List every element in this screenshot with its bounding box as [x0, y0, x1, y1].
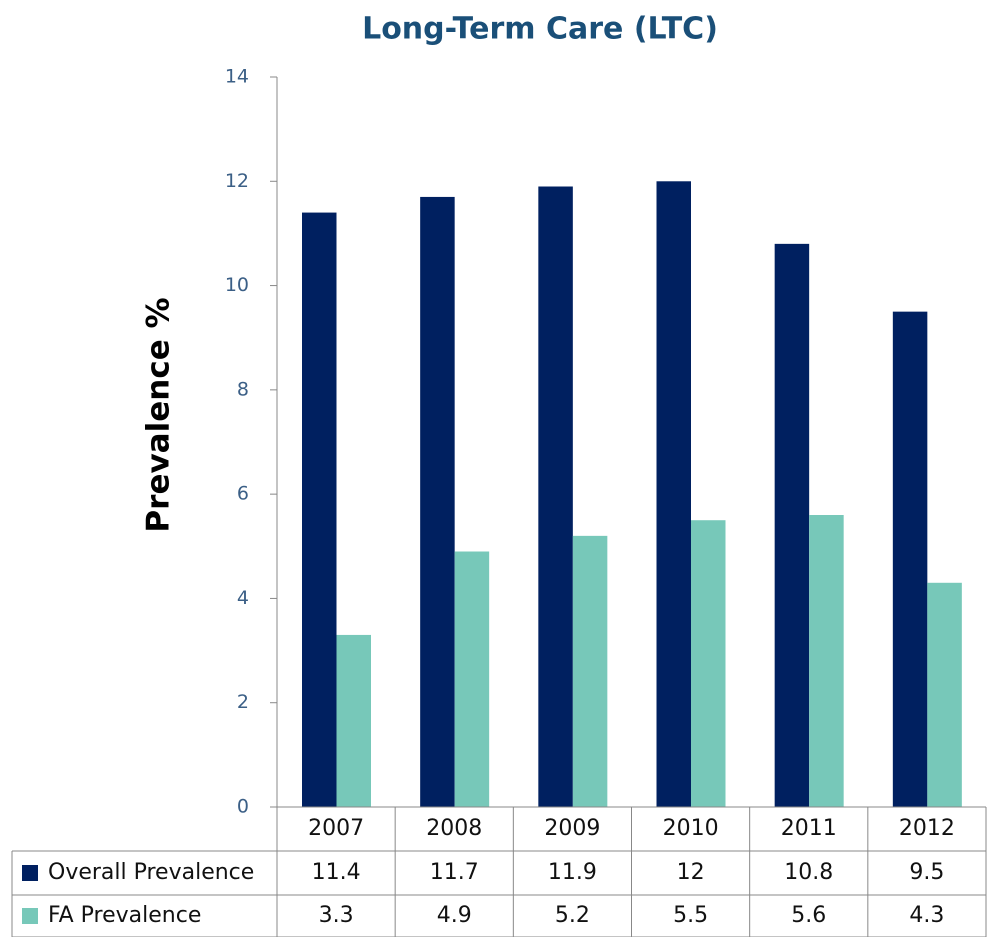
- table-value: 11.7: [430, 860, 479, 885]
- table-value: 4.3: [909, 903, 944, 928]
- x-tick-label: 2009: [544, 816, 600, 841]
- x-tick-label: 2011: [781, 816, 837, 841]
- legend-swatch: [22, 908, 38, 924]
- table-value: 11.9: [548, 860, 597, 885]
- table-value: 5.5: [673, 903, 708, 928]
- bar: [420, 196, 455, 807]
- legend-label: Overall Prevalence: [48, 860, 254, 885]
- x-tick-label: 2008: [426, 816, 482, 841]
- bar: [336, 634, 371, 807]
- legend-swatch: [22, 865, 38, 881]
- table-value: 12: [677, 860, 705, 885]
- bar: [454, 551, 490, 807]
- chart-title: Long-Term Care (LTC): [362, 12, 718, 47]
- y-tick-label: 14: [225, 66, 249, 88]
- table-value: 10.8: [784, 860, 833, 885]
- bar: [538, 186, 573, 807]
- bar: [572, 535, 608, 807]
- bar: [656, 181, 691, 808]
- table-value: 11.4: [312, 860, 361, 885]
- bar: [774, 243, 810, 807]
- bar: [809, 515, 844, 807]
- table-value: 5.2: [555, 903, 590, 928]
- x-tick-label: 2007: [308, 816, 364, 841]
- bar: [691, 520, 726, 807]
- y-tick-label: 6: [237, 483, 249, 505]
- y-tick-label: 2: [237, 691, 249, 713]
- y-tick-label: 12: [225, 170, 249, 192]
- bar: [302, 212, 337, 808]
- table-value: 3.3: [319, 903, 354, 928]
- y-tick-label: 4: [237, 587, 249, 609]
- bar: [927, 582, 962, 807]
- y-tick-label: 10: [225, 274, 249, 296]
- table-value: 4.9: [437, 903, 472, 928]
- bar: [892, 311, 928, 807]
- legend-label: FA Prevalence: [48, 903, 201, 928]
- x-tick-label: 2012: [899, 816, 955, 841]
- y-axis-label: Prevalence %: [141, 297, 177, 532]
- table-value: 5.6: [791, 903, 826, 928]
- y-tick-label: 8: [237, 378, 249, 400]
- y-tick-label: 0: [237, 796, 249, 818]
- x-tick-label: 2010: [663, 816, 719, 841]
- table-value: 9.5: [909, 860, 944, 885]
